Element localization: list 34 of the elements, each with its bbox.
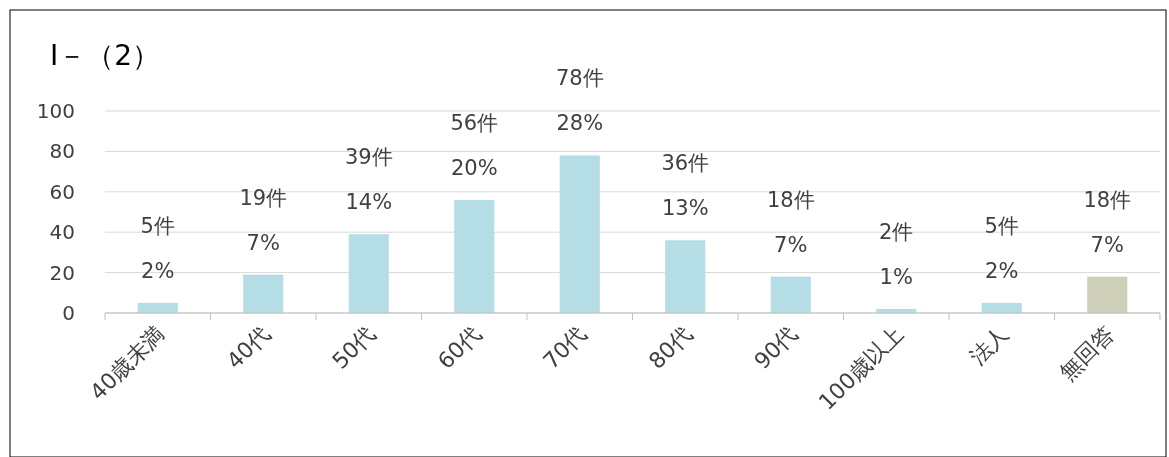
data-label: 36件 13% (661, 151, 710, 221)
x-tick-label: 法人 (964, 320, 1014, 370)
y-tick-label: 20 (49, 260, 75, 285)
data-label: 18件 7% (1083, 187, 1132, 257)
data-label: 19件 7% (239, 185, 288, 255)
y-tick-label: 40 (49, 220, 75, 245)
x-tick-label: 70代 (538, 320, 592, 374)
data-label: 5件 2% (984, 213, 1019, 283)
x-tick-label: 40歳未満 (85, 320, 170, 405)
x-tick-label: 50代 (327, 320, 381, 374)
data-label: 39件 14% (344, 145, 393, 215)
y-tick-label: 100 (36, 99, 75, 123)
data-label: 18件 7% (766, 187, 815, 257)
bar (454, 199, 495, 313)
y-tick-label: 80 (49, 139, 75, 164)
bar (243, 274, 284, 313)
x-tick-label: 40代 (221, 320, 275, 374)
data-label: 2件 1% (879, 219, 914, 289)
bar (665, 240, 706, 313)
data-label: 5件 2% (140, 213, 175, 283)
x-tick-label: 90代 (749, 320, 803, 374)
bar (1087, 276, 1128, 313)
x-tick-label: 80代 (643, 320, 697, 374)
x-tick-label: 無回答 (1054, 320, 1119, 386)
x-tick-label: 60代 (432, 320, 486, 374)
bar (559, 155, 600, 313)
chart-title: Ⅰ－（2） (50, 39, 161, 72)
y-tick-label: 60 (49, 179, 75, 204)
data-label: 56件 20% (450, 110, 499, 180)
x-tick-label: 100歳以上 (813, 320, 908, 415)
bar (348, 234, 389, 313)
data-label: 78件 28% (555, 66, 604, 136)
y-tick-label: 0 (62, 301, 75, 325)
bar (770, 276, 811, 313)
